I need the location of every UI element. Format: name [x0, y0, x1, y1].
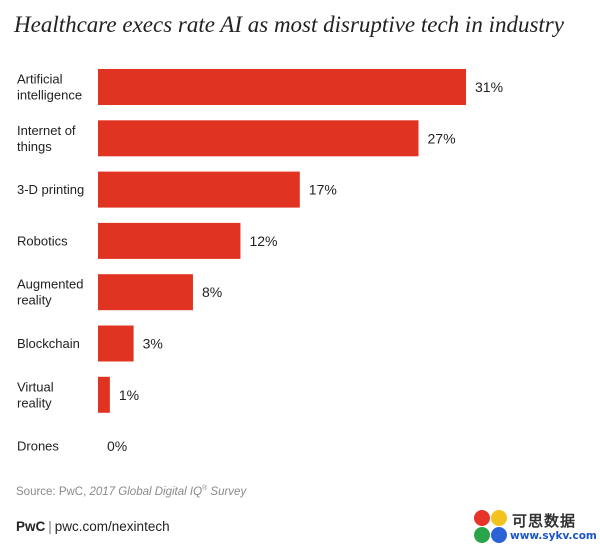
category-label: Robotics — [17, 233, 68, 248]
value-label: 27% — [428, 130, 456, 146]
value-labels: 31% 27% 17% 12% 8% 3% 1% 0% — [107, 79, 503, 454]
footer-url[interactable]: pwc.com/nexintech — [54, 519, 170, 534]
source-note: Source: PwC, 2017 Global Digital IQ® Sur… — [16, 485, 246, 498]
chart-title: Healthcare execs rate AI as most disrupt… — [14, 12, 564, 37]
source-prefix: Source: PwC, — [16, 485, 87, 498]
watermark-text: 可思数据 — [512, 512, 577, 530]
bar-chart: Artificial intelligence Internet of things 3… — [17, 69, 503, 454]
registered-mark: ® — [202, 485, 208, 492]
source-report: 2017 Global Digital IQ® Survey — [89, 485, 247, 498]
value-label: 31% — [475, 79, 503, 95]
bar — [98, 171, 300, 208]
category-label: Augmented reality — [17, 277, 84, 308]
bar — [98, 325, 134, 362]
watermark: 可思数据 www.sykv.com — [474, 506, 597, 548]
value-label: 8% — [202, 284, 222, 300]
value-label: 12% — [249, 233, 277, 249]
watermark-logo-icon — [474, 510, 508, 544]
footer-separator: | — [48, 519, 52, 534]
bars — [98, 69, 466, 413]
value-label: 3% — [143, 336, 163, 352]
bar — [98, 69, 466, 105]
value-label: 1% — [119, 387, 139, 403]
footer-brand: PwC — [16, 519, 46, 534]
bar — [98, 376, 110, 413]
value-label: 17% — [309, 182, 337, 198]
category-label: Internet of things — [17, 123, 76, 154]
category-label: Drones — [17, 439, 59, 454]
category-label: Artificial intelligence — [17, 72, 82, 103]
bar — [98, 120, 419, 157]
category-label: Blockchain — [17, 336, 80, 351]
bar — [98, 222, 241, 259]
value-label: 0% — [107, 438, 127, 454]
category-label: 3-D printing — [17, 182, 84, 197]
category-labels: Artificial intelligence Internet of things 3… — [17, 72, 84, 454]
category-label: Virtual reality — [17, 379, 54, 410]
bar — [98, 274, 193, 311]
footer: PwC | pwc.com/nexintech — [16, 519, 170, 534]
watermark-url: www.sykv.com — [510, 530, 597, 542]
